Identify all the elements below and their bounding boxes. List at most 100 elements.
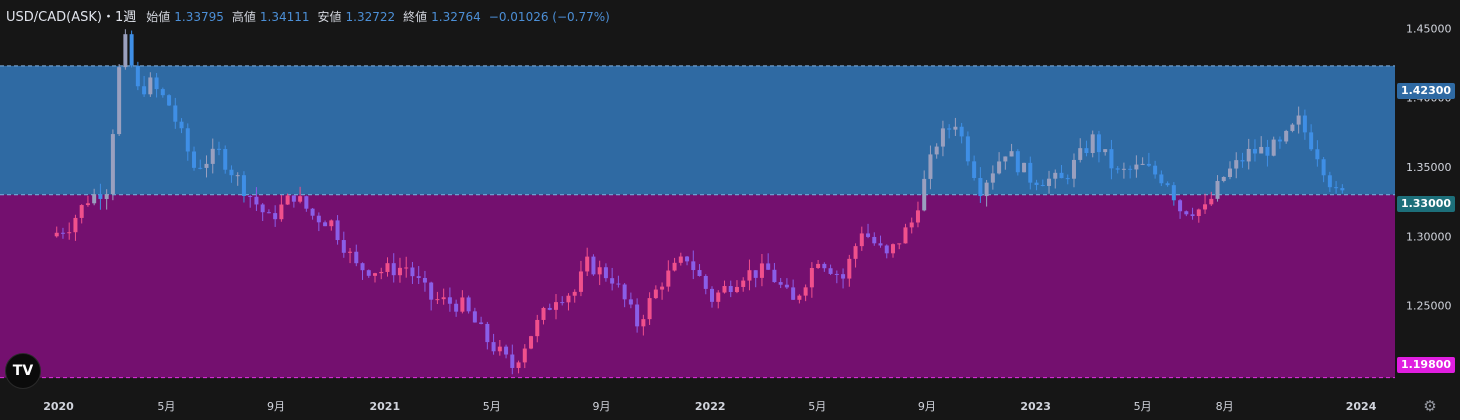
- candle-body: [922, 178, 927, 211]
- candle-body: [279, 204, 284, 220]
- candle-body: [647, 298, 652, 320]
- candle-body: [510, 354, 515, 368]
- candle-body: [1146, 163, 1151, 166]
- candle-body: [354, 251, 359, 264]
- candle-body: [997, 161, 1002, 174]
- low-label: 安値: [317, 10, 342, 24]
- candle-body: [703, 275, 708, 289]
- candle-body: [1040, 184, 1045, 186]
- candle-body: [1228, 168, 1233, 177]
- candle-body: [341, 240, 346, 253]
- candle-body: [728, 286, 733, 293]
- candle-body: [1290, 124, 1295, 131]
- candle-body: [940, 128, 945, 147]
- candle-body: [229, 169, 234, 176]
- candle-body: [1153, 165, 1158, 175]
- candle-body: [915, 210, 920, 223]
- price-zones: [0, 65, 1395, 378]
- candle-body: [1277, 139, 1282, 142]
- candle-body: [1190, 214, 1195, 217]
- candle-body: [847, 258, 852, 279]
- candle-body: [1240, 160, 1245, 162]
- candle-body: [972, 161, 977, 178]
- high-value: 1.34111: [259, 10, 310, 24]
- candle-body: [429, 282, 434, 300]
- candle-body: [784, 284, 789, 288]
- candle-body: [410, 267, 415, 277]
- candle-body: [734, 286, 739, 293]
- candle-body: [953, 126, 958, 130]
- candle-body: [1103, 149, 1108, 153]
- candle-body: [516, 362, 521, 368]
- candle-body: [1234, 160, 1239, 169]
- candle-body: [984, 182, 989, 197]
- candle-body: [1059, 172, 1064, 179]
- candle-body: [1134, 164, 1139, 170]
- candle-body: [441, 297, 446, 300]
- candle-body: [685, 256, 690, 262]
- price-tick-label: 1.35000: [1406, 161, 1452, 174]
- candle-body: [660, 286, 665, 290]
- candle-body: [1309, 132, 1314, 150]
- candle-body: [822, 263, 827, 269]
- candle-body: [591, 256, 596, 275]
- candle-body: [117, 67, 122, 135]
- candle-body: [1078, 148, 1083, 160]
- time-tick-label: 8月: [1216, 400, 1234, 413]
- candle-body: [1340, 188, 1345, 191]
- candle-body: [766, 263, 771, 270]
- candle-body: [1302, 115, 1307, 133]
- candle-body: [897, 243, 902, 245]
- gear-icon[interactable]: ⚙: [1423, 397, 1437, 415]
- candle-body: [878, 243, 883, 246]
- candle-body: [142, 86, 147, 95]
- candle-body: [1315, 149, 1320, 160]
- candle-body: [616, 283, 621, 285]
- price-badge-upper: 1.42300: [1397, 83, 1455, 99]
- price-tick-label: 1.30000: [1406, 230, 1452, 243]
- candle-body: [1140, 163, 1145, 165]
- candles: [54, 29, 1345, 375]
- low-value: 1.32722: [345, 10, 396, 24]
- price-badge-lower: 1.19800: [1397, 357, 1455, 373]
- candle-body: [1009, 151, 1014, 157]
- zone-lower: [0, 194, 1395, 378]
- candle-body: [210, 148, 215, 164]
- candle-body: [98, 194, 103, 199]
- candle-body: [504, 346, 509, 355]
- candle-body: [447, 297, 452, 304]
- candle-body: [1159, 174, 1164, 184]
- time-tick-label: 5月: [157, 400, 175, 413]
- candle-body: [79, 205, 84, 218]
- price-tick-label: 1.25000: [1406, 300, 1452, 313]
- candle-body: [778, 282, 783, 285]
- candle-body: [1209, 198, 1214, 205]
- candle-body: [853, 246, 858, 259]
- candle-body: [266, 212, 271, 214]
- symbol-label[interactable]: USD/CAD(ASK)・1週: [6, 10, 137, 25]
- time-tick-label: 5月: [1134, 400, 1152, 413]
- candle-body: [928, 154, 933, 179]
- time-tick-label: 9月: [267, 400, 285, 413]
- candle-body: [154, 77, 159, 90]
- candle-body: [666, 270, 671, 287]
- candle-body: [653, 289, 658, 299]
- candle-body: [1015, 151, 1020, 173]
- level-lines[interactable]: [0, 65, 1395, 379]
- candle-body: [291, 195, 296, 202]
- tradingview-logo[interactable]: TV: [5, 353, 41, 389]
- candle-body: [479, 322, 484, 324]
- candle-body: [1121, 168, 1126, 170]
- time-axis[interactable]: 2020 5月 9月 2021 5月 9月 2022 5月 9月 2023 5月 8月 2024: [0, 395, 1460, 420]
- candle-body: [1327, 175, 1332, 188]
- candle-body: [585, 256, 590, 272]
- candle-body: [1334, 187, 1339, 189]
- candle-body: [316, 215, 321, 223]
- candle-body: [1053, 172, 1058, 179]
- candle-body: [903, 227, 908, 244]
- candle-body: [1296, 115, 1301, 125]
- candle-body: [223, 149, 228, 170]
- time-tick-label: 9月: [592, 400, 610, 413]
- candle-body: [366, 270, 371, 276]
